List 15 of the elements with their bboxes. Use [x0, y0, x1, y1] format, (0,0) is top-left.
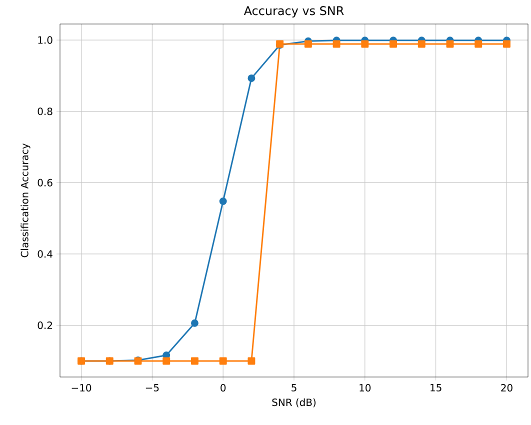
y-axis-title: Classification Accuracy: [20, 143, 30, 258]
x-tick-label: 10: [360, 384, 371, 392]
y-tick-label: 0.4: [38, 250, 52, 258]
x-tick-label: −10: [72, 384, 92, 392]
y-tick-label: 0.6: [38, 178, 52, 186]
chart-title: Accuracy vs SNR: [244, 6, 344, 18]
y-tick-label: 1.0: [38, 36, 52, 44]
x-tick-label: 20: [501, 384, 512, 392]
x-axis-title: SNR (dB): [272, 398, 316, 408]
x-tick-label: 5: [292, 384, 296, 392]
x-tick-label: −5: [146, 384, 159, 392]
x-tick-label: 15: [430, 384, 442, 392]
x-tick-label: 0: [220, 384, 226, 392]
y-tick-label: 0.8: [38, 108, 52, 116]
y-tick-label: 0.2: [38, 322, 52, 330]
